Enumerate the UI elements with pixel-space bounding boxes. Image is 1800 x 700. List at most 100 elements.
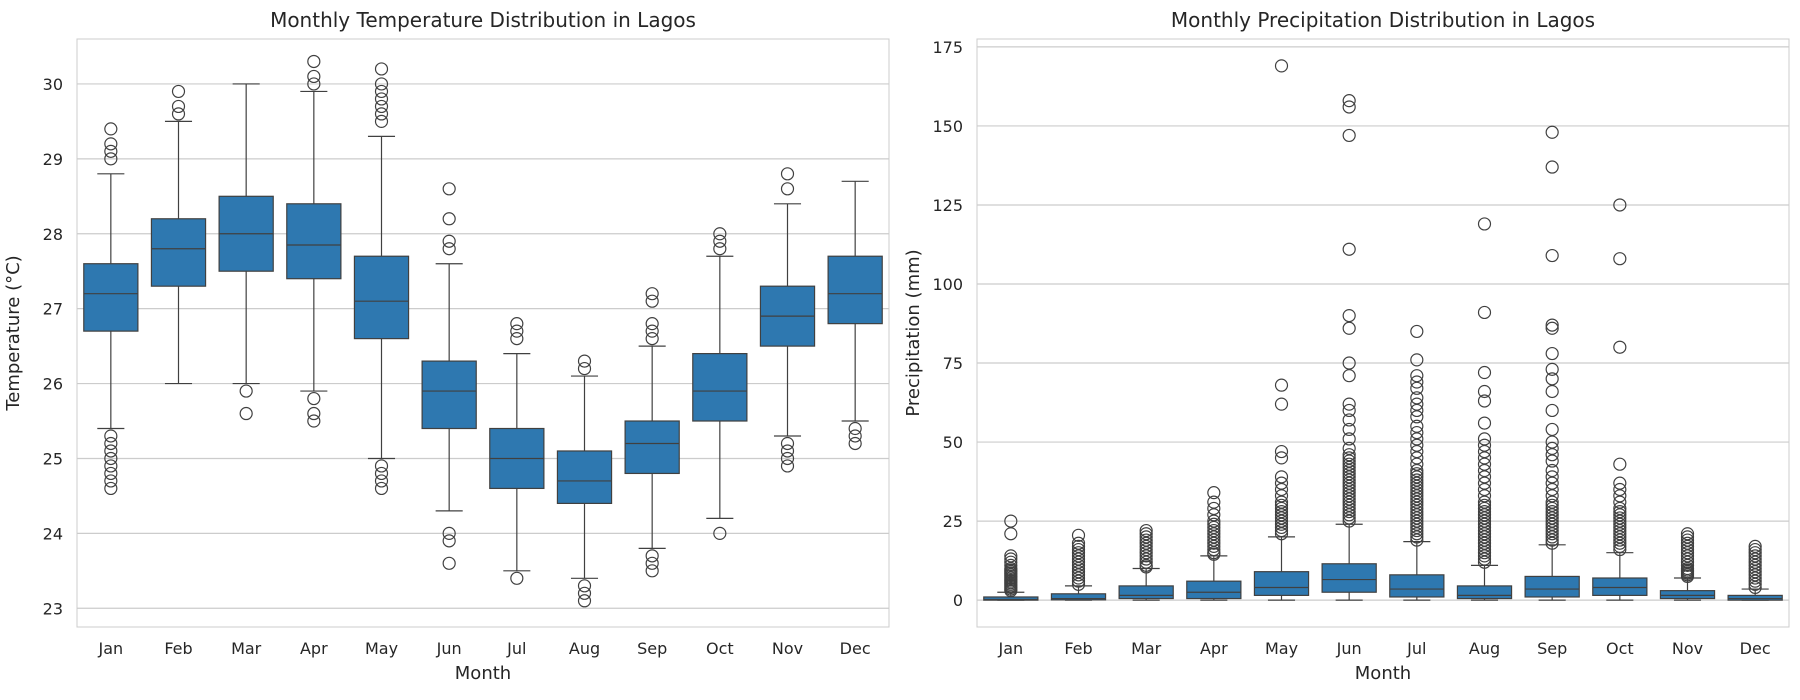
outlier-point <box>1410 467 1424 481</box>
precipitation-chart: 0 25 50 75 100 125 150 175 Jan Feb Mar Apr May Jun Ju… <box>903 8 1790 684</box>
iqr-box <box>1186 580 1242 600</box>
outlier-point <box>713 242 727 256</box>
outlier-point <box>104 459 118 473</box>
temperature-box-sep <box>624 287 680 578</box>
outlier-point <box>1004 527 1018 541</box>
outlier-point <box>1545 517 1559 531</box>
outlier-point <box>1613 482 1627 497</box>
outlier-point <box>1410 353 1424 367</box>
outlier-point <box>713 234 727 248</box>
outlier-point <box>1680 569 1695 584</box>
outlier-point <box>1477 511 1492 525</box>
outlier-point <box>1274 489 1289 503</box>
outlier-point <box>1410 489 1424 503</box>
outlier-point <box>780 167 795 181</box>
precipitation-box-jul <box>1389 324 1445 601</box>
outlier-point <box>1342 492 1356 506</box>
outlier-point <box>1545 495 1559 509</box>
outlier-point <box>1410 511 1424 525</box>
outlier-point <box>171 99 186 114</box>
iqr-box <box>1389 574 1445 598</box>
outlier-point <box>442 526 456 540</box>
outlier-point <box>1477 505 1492 519</box>
outlier-point <box>1342 514 1356 528</box>
precipitation-y-axis-label: Precipitation (mm) <box>903 249 924 416</box>
outlier-point <box>374 92 389 106</box>
outlier-point <box>1342 505 1356 519</box>
temperature-y-ticks: 23 24 25 26 27 28 29 30 <box>43 75 63 618</box>
outlier-point <box>1545 489 1559 503</box>
outlier-point <box>1207 542 1221 557</box>
temperature-chart: 23 24 25 26 27 28 29 30 Jan Feb Mar Apr May Jun Jul Au… <box>3 8 890 684</box>
outlier-point <box>1613 542 1627 557</box>
outlier-point <box>1410 375 1424 389</box>
outlier-point <box>1139 533 1153 547</box>
outlier-point <box>1545 321 1559 335</box>
outlier-point <box>1545 248 1559 263</box>
outlier-point <box>510 324 524 338</box>
outlier-point <box>1207 523 1221 538</box>
temperature-box-dec <box>827 180 883 451</box>
precipitation-y-tick-label: 25 <box>943 512 963 531</box>
outlier-point <box>1545 482 1559 497</box>
temperature-y-tick-label: 25 <box>43 449 63 468</box>
outlier-point <box>1342 403 1356 418</box>
outlier-point <box>1477 305 1492 320</box>
outlier-point <box>1477 517 1492 531</box>
outlier-point <box>1342 476 1356 490</box>
outlier-point <box>1342 94 1356 108</box>
iqr-box <box>1118 585 1174 600</box>
temperature-x-tick-label: Aug <box>569 639 600 658</box>
outlier-point <box>307 69 321 84</box>
outlier-point <box>1613 198 1627 212</box>
outlier-point <box>1748 555 1762 569</box>
outlier-point <box>1477 533 1492 547</box>
temperature-box-mar <box>218 83 274 421</box>
outlier-point <box>1613 252 1627 266</box>
outlier-point <box>510 332 524 346</box>
outlier-point <box>1071 552 1086 566</box>
outlier-point <box>374 62 389 76</box>
outlier-point <box>1342 441 1356 455</box>
outlier-point <box>1410 533 1424 547</box>
precipitation-x-ticks: Jan Feb Mar Apr May Jun Jul Aug Sep Oct Nov Dec <box>997 639 1770 658</box>
outlier-point <box>848 429 862 443</box>
outlier-point <box>1613 530 1627 544</box>
outlier-point <box>1410 410 1424 424</box>
outlier-point <box>1748 549 1762 563</box>
outlier-point <box>1342 473 1356 487</box>
outlier-point <box>1410 505 1424 519</box>
outlier-point <box>1477 463 1492 478</box>
outlier-point <box>1071 571 1086 585</box>
outlier-point <box>1613 533 1627 547</box>
outlier-point <box>780 444 795 458</box>
outlier-point <box>1477 457 1492 471</box>
outlier-point <box>1207 517 1221 531</box>
outlier-point <box>1139 552 1153 566</box>
precipitation-y-tick-label: 0 <box>953 591 963 610</box>
outlier-point <box>1748 574 1762 588</box>
outlier-point <box>442 242 456 256</box>
outlier-point <box>1410 527 1424 541</box>
outlier-point <box>1274 505 1289 519</box>
temperature-box-aug <box>556 354 613 608</box>
outlier-point <box>1410 369 1424 383</box>
outlier-point <box>1410 438 1424 452</box>
outlier-point <box>1477 552 1492 566</box>
outlier-point <box>1545 403 1559 418</box>
outlier-point <box>1342 501 1356 516</box>
outlier-point <box>1680 533 1695 547</box>
outlier-point <box>1613 527 1627 541</box>
outlier-point <box>1477 530 1492 544</box>
outlier-point <box>1748 552 1762 566</box>
outlier-point <box>442 182 456 196</box>
outlier-point <box>374 466 389 481</box>
outlier-point <box>1274 444 1289 459</box>
outlier-point <box>1342 479 1356 493</box>
outlier-point <box>1071 568 1086 582</box>
outlier-point <box>1342 467 1356 481</box>
outlier-point <box>1545 536 1559 550</box>
outlier-point <box>1477 498 1492 512</box>
outlier-point <box>307 406 321 421</box>
outlier-point <box>1748 577 1762 591</box>
